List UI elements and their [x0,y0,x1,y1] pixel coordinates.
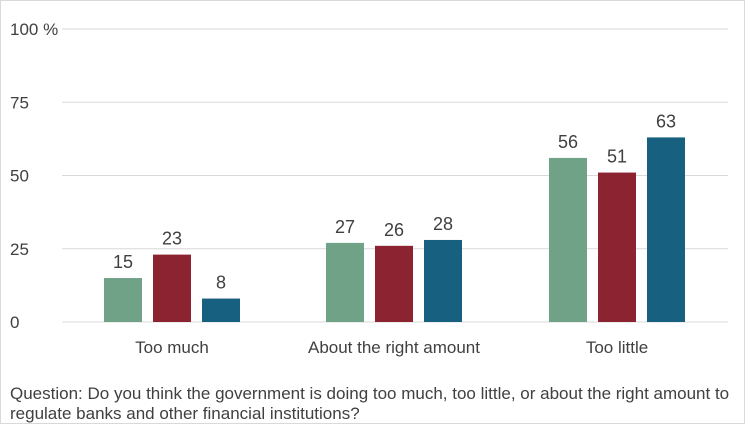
y-axis-ticks: 0 25 50 75 100 % [10,20,58,332]
bar [375,245,413,322]
data-label: 8 [216,273,226,293]
data-label: 28 [433,214,453,234]
data-label: 27 [335,217,355,237]
x-tick-label: Too much [135,338,209,357]
data-label: 63 [656,111,676,131]
bar [202,298,240,322]
x-axis-ticks: Too much About the right amount Too little [135,338,648,357]
data-label: 51 [607,147,627,167]
y-tick-label: 75 [10,93,29,112]
bar [153,254,191,322]
bar [598,172,636,322]
bar [104,278,142,322]
data-label: 56 [558,132,578,152]
bar [647,137,685,322]
bar [549,157,587,322]
bar [424,239,462,322]
y-tick-label: 50 [10,167,29,186]
y-tick-label: 0 [10,313,19,332]
bar-chart: 0 25 50 75 100 % 15 23 8 27 26 28 56 51 63 Too much A… [10,20,728,357]
y-tick-label: 100 % [10,20,58,39]
question-caption: Question: Do you think the government is… [10,384,730,423]
data-label: 23 [162,229,182,249]
bars [104,137,685,322]
x-tick-label: About the right amount [308,338,480,357]
x-tick-label: Too little [586,338,648,357]
data-label: 15 [113,252,133,272]
data-label: 26 [384,220,404,240]
bar [326,242,364,322]
data-labels: 15 23 8 27 26 28 56 51 63 [113,111,676,292]
y-tick-label: 25 [10,240,29,259]
